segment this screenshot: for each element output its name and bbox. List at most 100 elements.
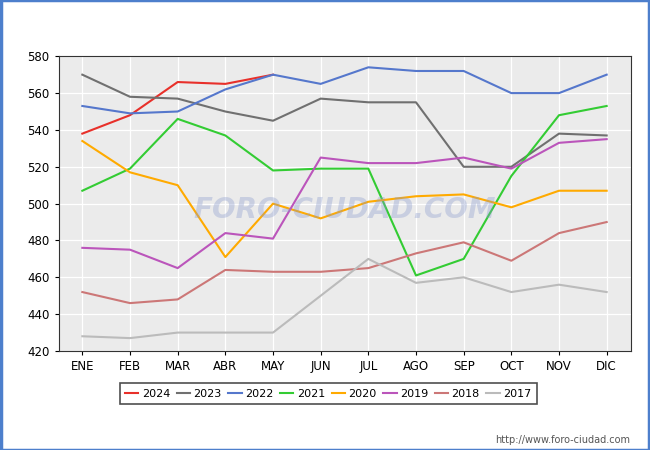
2023 <box>508 164 515 170</box>
Line: 2024: 2024 <box>83 75 273 134</box>
2019 <box>460 155 467 160</box>
2017 <box>222 330 229 335</box>
2017 <box>79 333 86 339</box>
2018 <box>126 301 134 306</box>
2020 <box>126 170 134 175</box>
2021 <box>269 168 277 173</box>
2024 <box>222 81 229 86</box>
2022 <box>79 104 86 109</box>
2024 <box>174 79 181 85</box>
2019 <box>269 236 277 241</box>
2023 <box>365 99 372 105</box>
2017 <box>317 293 324 298</box>
2020 <box>555 188 563 194</box>
2017 <box>269 330 277 335</box>
2022 <box>317 81 324 86</box>
2021 <box>460 256 467 261</box>
2021 <box>555 112 563 118</box>
2022 <box>365 65 372 70</box>
2017 <box>555 282 563 288</box>
Line: 2019: 2019 <box>83 139 606 268</box>
2022 <box>555 90 563 96</box>
2018 <box>317 269 324 274</box>
2020 <box>222 254 229 260</box>
2017 <box>365 256 372 261</box>
2017 <box>603 289 610 295</box>
2018 <box>555 230 563 236</box>
2019 <box>174 266 181 271</box>
2023 <box>269 118 277 123</box>
2021 <box>174 116 181 122</box>
2020 <box>317 216 324 221</box>
2023 <box>317 96 324 101</box>
2018 <box>174 297 181 302</box>
2021 <box>603 104 610 109</box>
2023 <box>126 94 134 99</box>
Legend: 2024, 2023, 2022, 2021, 2020, 2019, 2018, 2017: 2024, 2023, 2022, 2021, 2020, 2019, 2018… <box>120 383 537 405</box>
2019 <box>603 136 610 142</box>
2018 <box>365 266 372 271</box>
2018 <box>222 267 229 273</box>
2022 <box>126 111 134 116</box>
2019 <box>365 160 372 166</box>
2023 <box>603 133 610 138</box>
2021 <box>222 133 229 138</box>
2023 <box>460 164 467 170</box>
2019 <box>79 245 86 251</box>
2022 <box>269 72 277 77</box>
2019 <box>222 230 229 236</box>
2017 <box>508 289 515 295</box>
2020 <box>365 199 372 204</box>
2018 <box>603 219 610 225</box>
Line: 2023: 2023 <box>83 75 606 167</box>
2019 <box>126 247 134 252</box>
2024 <box>79 131 86 136</box>
2019 <box>508 166 515 171</box>
2022 <box>460 68 467 74</box>
2019 <box>412 160 420 166</box>
2019 <box>555 140 563 145</box>
2018 <box>79 289 86 295</box>
2017 <box>412 280 420 286</box>
Line: 2017: 2017 <box>83 259 606 338</box>
2021 <box>412 273 420 278</box>
Line: 2021: 2021 <box>83 106 606 275</box>
2023 <box>222 109 229 114</box>
2018 <box>412 251 420 256</box>
2020 <box>460 192 467 197</box>
2017 <box>460 274 467 280</box>
2021 <box>126 166 134 171</box>
2022 <box>603 72 610 77</box>
2022 <box>174 109 181 114</box>
2022 <box>222 87 229 92</box>
2021 <box>79 188 86 194</box>
2021 <box>317 166 324 171</box>
2018 <box>460 239 467 245</box>
Line: 2018: 2018 <box>83 222 606 303</box>
2020 <box>508 205 515 210</box>
2017 <box>126 335 134 341</box>
2023 <box>79 72 86 77</box>
2018 <box>508 258 515 263</box>
2020 <box>269 201 277 206</box>
2023 <box>174 96 181 101</box>
Text: FORO-CIUDAD.COM: FORO-CIUDAD.COM <box>193 195 496 224</box>
2019 <box>317 155 324 160</box>
Text: Afiliados en Villamanta a 31/5/2024: Afiliados en Villamanta a 31/5/2024 <box>159 14 491 33</box>
2017 <box>174 330 181 335</box>
2020 <box>79 138 86 144</box>
2022 <box>508 90 515 96</box>
2023 <box>412 99 420 105</box>
2024 <box>126 112 134 118</box>
2020 <box>603 188 610 194</box>
Line: 2022: 2022 <box>83 68 606 113</box>
2022 <box>412 68 420 74</box>
2020 <box>174 183 181 188</box>
2020 <box>412 194 420 199</box>
2018 <box>269 269 277 274</box>
2024 <box>269 72 277 77</box>
Text: http://www.foro-ciudad.com: http://www.foro-ciudad.com <box>495 435 630 445</box>
2023 <box>555 131 563 136</box>
2021 <box>365 166 372 171</box>
2021 <box>508 173 515 179</box>
